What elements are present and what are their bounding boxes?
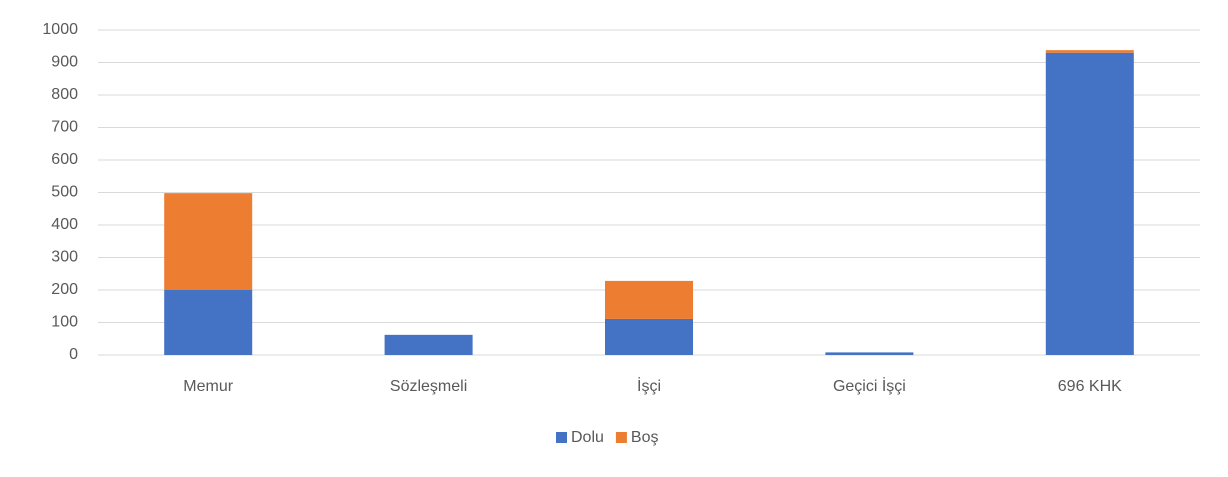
bar-segment [605,280,693,319]
legend-swatch [615,432,627,443]
x-tick-label: Sözleşmeli [390,378,467,395]
x-tick-label: Memur [183,378,233,395]
y-tick-label: 600 [51,151,78,168]
legend-swatch [556,432,567,443]
y-tick-label: 100 [51,314,78,331]
y-tick-label: 0 [69,346,78,363]
bar-segment [164,290,253,355]
bar-segment [825,352,914,355]
bar-segment [1045,50,1134,53]
y-tick-label: 500 [51,184,78,201]
bar-segment [605,318,693,355]
x-tick-label: İşçi [637,376,661,395]
bar-segment [1045,52,1134,355]
legend-label: Dolu [571,429,604,446]
x-tick-label: 696 KHK [1058,378,1122,395]
x-tick-label: Geçici İşçi [833,376,906,395]
y-tick-label: 800 [51,86,78,103]
y-tick-label: 400 [51,216,78,233]
y-tick-label: 1000 [42,21,78,38]
bar-segment [384,334,473,355]
bar-segment [164,193,253,290]
y-tick-label: 200 [51,281,78,298]
y-tick-label: 300 [51,249,78,266]
y-tick-label: 700 [51,119,78,136]
y-tick-label: 900 [51,54,78,71]
legend-label: Boş [631,429,659,446]
